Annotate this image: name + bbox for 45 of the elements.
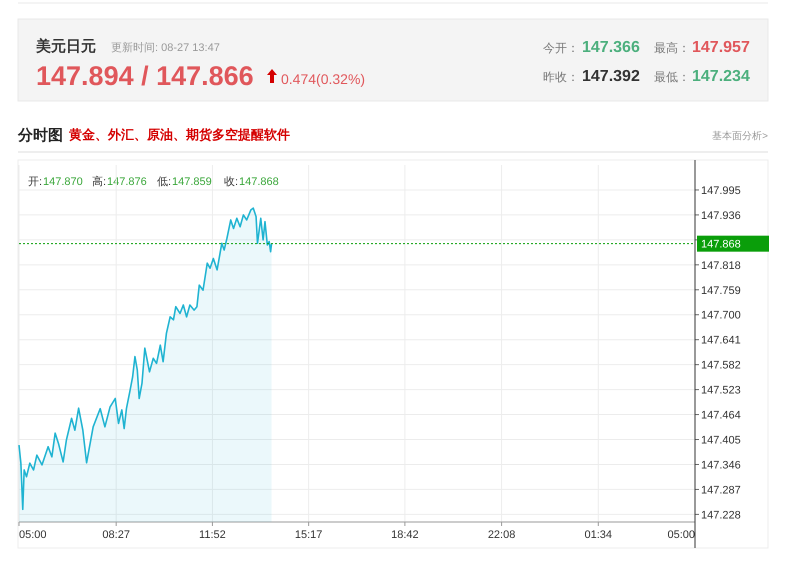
x-tick-label: 08:27 (102, 529, 130, 541)
text: 147.392 (582, 68, 640, 85)
x-tick-label: 11:52 (199, 529, 226, 541)
x-tick-label: 22:08 (488, 529, 516, 541)
chart-title: 美元日元 (35, 37, 96, 55)
annotation: 收: (224, 176, 238, 188)
annotation: 147.876 (107, 176, 147, 188)
annotation: 低: (157, 176, 172, 188)
y-tick-label: 147.287 (701, 484, 741, 496)
text: 昨收： (543, 70, 579, 84)
text: 147.366 (582, 39, 640, 56)
x-tick-label: 01:34 (584, 529, 612, 541)
y-tick-label: 147.641 (701, 334, 741, 347)
text: 147.894 / 147.866 (36, 61, 254, 91)
y-tick-label: 147.759 (701, 284, 741, 297)
text: 分时图 (17, 127, 63, 144)
y-tick-label: 147.228 (701, 509, 741, 522)
text: 最高： (654, 41, 690, 55)
y-tick-label: 147.700 (701, 310, 741, 322)
y-tick-label: 147.995 (701, 184, 741, 197)
y-tick-label: 147.464 (701, 410, 741, 422)
text: 147.957 (692, 39, 750, 56)
x-tick-label: 05:00 (667, 529, 695, 541)
annotation: 147.868 (239, 176, 279, 188)
text: 最低： (654, 70, 690, 84)
annotation: 147.870 (43, 176, 83, 188)
annotation: 147.859 (172, 176, 212, 188)
x-tick-label: 15:17 (294, 529, 322, 541)
annotation: 开: (28, 176, 42, 188)
y-tick-label: 147.582 (701, 360, 741, 372)
y-tick-label: 147.346 (701, 459, 741, 472)
text: 基本面分析> (712, 130, 768, 142)
annotation: 高: (92, 175, 106, 188)
y-tick-label: 147.818 (701, 260, 741, 272)
ref-line-label: 147.868 (701, 238, 741, 251)
text: 黄金、外汇、原油、期货多空提醒软件 (68, 127, 290, 142)
y-tick-label: 147.936 (701, 210, 741, 222)
x-tick-label: 05:00 (19, 529, 47, 541)
text: 今开： (543, 41, 579, 55)
text: 更新时间: 08-27 13:47 (111, 41, 220, 54)
x-tick-label: 18:42 (391, 529, 419, 541)
text: 147.234 (692, 68, 750, 85)
text: 0.474(0.32%) (281, 71, 366, 87)
y-tick-label: 147.405 (701, 434, 741, 447)
y-tick-label: 147.523 (701, 384, 741, 397)
